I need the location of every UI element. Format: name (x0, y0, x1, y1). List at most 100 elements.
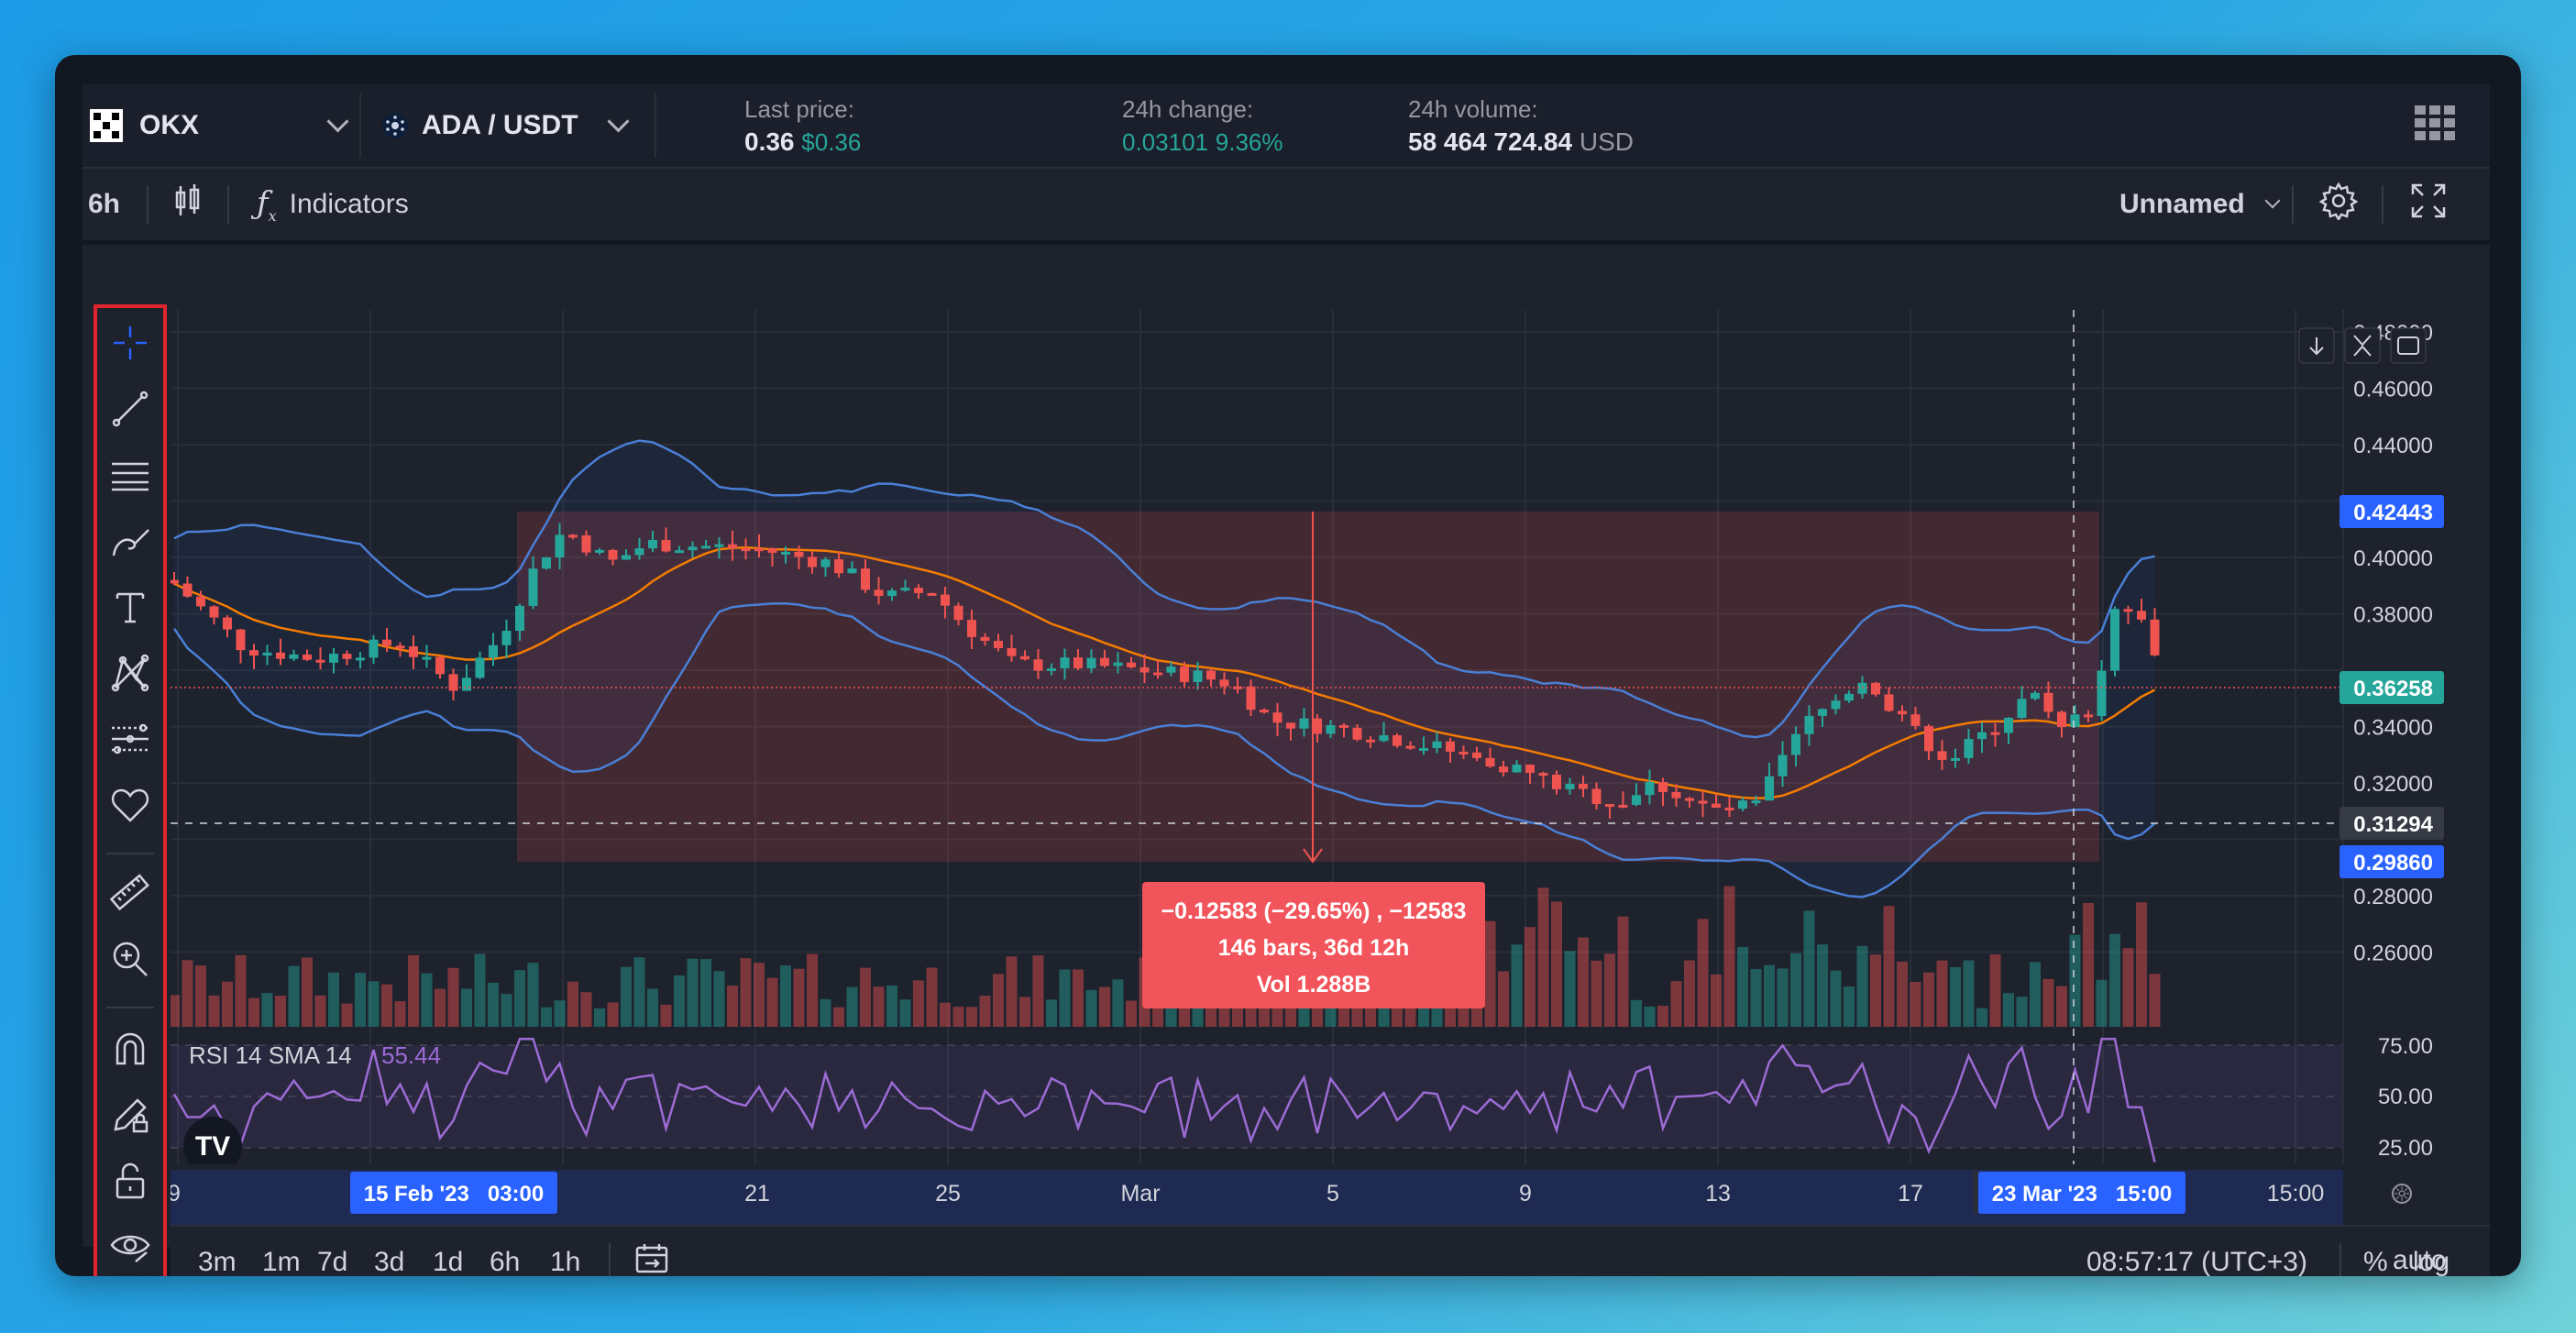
lock-tool[interactable] (97, 1153, 163, 1208)
volume-bar (1897, 961, 1908, 1027)
layout-name-button[interactable]: Unnamed (2119, 169, 2281, 240)
candle-body (967, 620, 976, 637)
measure-tooltip (1142, 882, 1485, 1008)
visibility-tool[interactable] (97, 1219, 163, 1274)
volume-bar (926, 967, 938, 1027)
volume-bar (1152, 1003, 1163, 1027)
prediction-tool[interactable] (97, 711, 163, 766)
volume-bar (2056, 986, 2067, 1027)
brush-tool[interactable] (97, 513, 163, 568)
fullscreen-button[interactable] (2411, 169, 2446, 240)
candle-body (622, 555, 631, 560)
range-1d[interactable]: 1d (433, 1247, 464, 1276)
pattern-tool[interactable] (97, 645, 163, 700)
volume-bar (408, 954, 419, 1027)
zoom-tool[interactable] (97, 931, 163, 986)
candle-body (581, 535, 591, 553)
volume-bar (474, 953, 486, 1027)
volume-bar (2042, 978, 2054, 1027)
volume-bar (2016, 997, 2028, 1027)
volume-bar (2003, 993, 2014, 1027)
price-tick: 0.34000 (2353, 716, 2433, 741)
candle-body (2110, 609, 2119, 671)
candle-body (1525, 765, 1535, 774)
go-to-date-button[interactable] (634, 1227, 669, 1276)
clock-timezone[interactable]: 08:57:17 (UTC+3) (2086, 1247, 2307, 1276)
range-1m[interactable]: 1m (262, 1247, 301, 1276)
date-tick: 5 (1327, 1181, 1339, 1206)
favorites-tool[interactable] (97, 777, 163, 832)
range-6h[interactable]: 6h (490, 1247, 521, 1276)
candle-body (1206, 670, 1216, 680)
date-left-label: 15 Feb '23 03:00 (364, 1182, 545, 1206)
candle-body (329, 654, 338, 663)
candle-body (1990, 732, 2000, 735)
trend-line-tool[interactable] (97, 381, 163, 436)
volume-bar (1764, 964, 1775, 1027)
text-icon (116, 592, 145, 623)
rsi-tick: 50.00 (2378, 1085, 2433, 1109)
range-3d[interactable]: 3d (374, 1247, 405, 1276)
price-axis[interactable] (2343, 310, 2444, 1227)
change-label: 24h change: (1122, 95, 1254, 123)
volume-bar (754, 963, 765, 1027)
candle-body (303, 654, 312, 660)
text-tool[interactable] (97, 579, 163, 634)
candle-body (356, 657, 365, 661)
range-7d[interactable]: 7d (317, 1247, 348, 1276)
candle-body (1738, 800, 1747, 810)
bb-lower (172, 602, 2156, 898)
volume-bar (1498, 971, 1509, 1027)
divider (147, 185, 149, 224)
ruler-tool[interactable] (97, 865, 163, 920)
change-stat: 24h change: 0.03101 9.36% (1122, 95, 1283, 157)
calendar-icon (634, 1241, 669, 1276)
volume-bar (766, 977, 778, 1027)
last-price-usd: $0.36 (801, 128, 862, 156)
volume-bar (1790, 953, 1801, 1027)
crosshair-tool[interactable] (97, 315, 163, 370)
divider (2339, 1243, 2341, 1276)
pair-selector[interactable]: ADA / USDT (381, 84, 630, 167)
magnet-tool[interactable] (97, 1021, 163, 1076)
candle-body (542, 556, 551, 569)
volume-bar (860, 967, 871, 1027)
auto-scale-toggle[interactable]: auto (2393, 1245, 2447, 1275)
range-1h[interactable]: 1h (550, 1247, 581, 1276)
grid-menu-button[interactable] (2415, 84, 2457, 167)
date-price-range-box[interactable] (517, 512, 2099, 862)
candle-body (1432, 741, 1442, 749)
volume-bar (514, 970, 525, 1027)
volume-bar (567, 981, 578, 1027)
drawing-tools-panel (94, 304, 167, 1276)
candle-body (435, 656, 445, 675)
price-chart[interactable]: −0.12583 (−29.65%) , −12583 146 bars, 36… (171, 310, 2444, 1227)
exchange-selector[interactable]: OKX (90, 84, 349, 167)
percent-scale-toggle[interactable]: % (2363, 1247, 2388, 1276)
chart-type-button[interactable] (174, 169, 202, 240)
volume-bar (461, 988, 472, 1027)
volume-bar (979, 996, 991, 1027)
indicators-button[interactable]: ƒx Indicators (257, 169, 409, 240)
fib-lines-icon (112, 462, 149, 491)
axis-settings-button[interactable]: ☼ (2392, 1184, 2412, 1206)
maximize-pane-button[interactable] (2390, 327, 2427, 364)
tradingview-logo[interactable]: TV (183, 1117, 242, 1175)
range-3m[interactable]: 3m (198, 1247, 237, 1276)
candle-body (1698, 800, 1708, 804)
lock-drawings-tool[interactable] (97, 1087, 163, 1142)
candle-body (1964, 739, 1974, 758)
scroll-to-end-button[interactable] (2298, 327, 2335, 364)
candle-body (1579, 784, 1588, 789)
fib-tool[interactable] (97, 447, 163, 502)
collapse-button[interactable] (2344, 327, 2381, 364)
volume-bar (302, 957, 313, 1027)
candle-body (1233, 686, 1242, 689)
candle-body (1180, 666, 1189, 682)
rsi-tick: 25.00 (2378, 1136, 2433, 1161)
log-scale-toggle[interactable]: log (2413, 1247, 2450, 1276)
settings-button[interactable] (2318, 169, 2359, 240)
interval-button[interactable]: 6h (88, 189, 121, 219)
volume-bar (1750, 968, 1762, 1027)
divider (655, 94, 656, 158)
